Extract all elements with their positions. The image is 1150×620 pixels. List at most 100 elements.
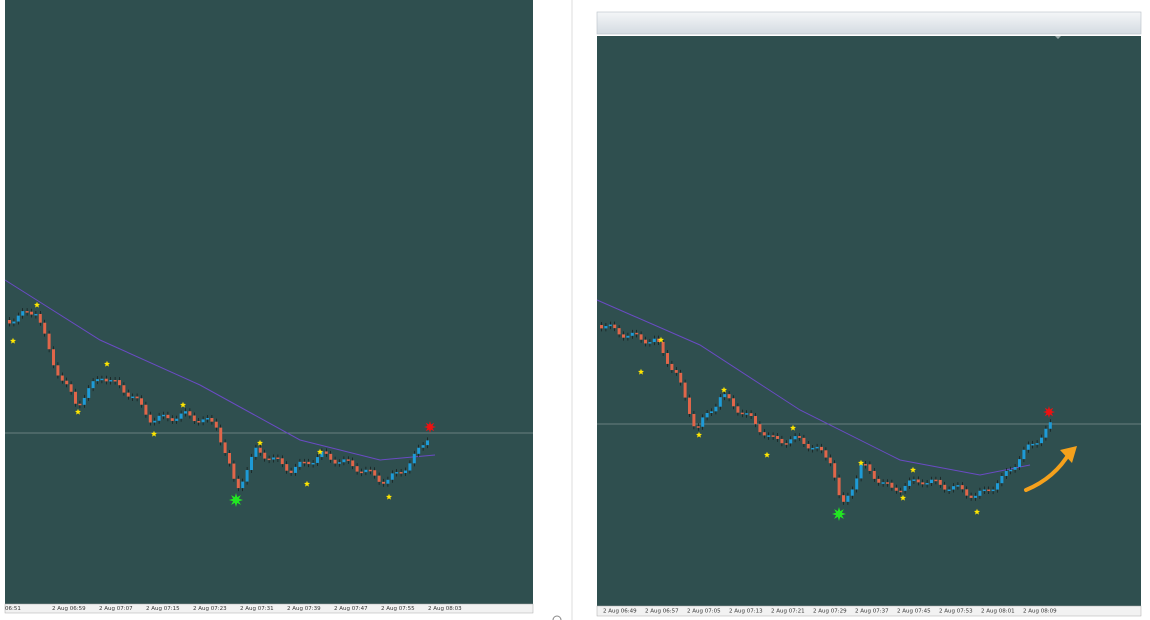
candle-body — [754, 415, 757, 425]
signal-marker — [75, 408, 81, 415]
candle-body — [960, 485, 964, 490]
time-label: 2 Aug 08:01 — [981, 609, 1015, 615]
candle-body — [996, 483, 999, 490]
candle-body — [91, 381, 95, 389]
candle-body — [930, 479, 933, 484]
candle-body — [153, 420, 157, 423]
candle-body — [872, 470, 876, 479]
candle-body — [368, 469, 372, 472]
candle-body — [78, 403, 82, 406]
candle-body — [987, 489, 991, 492]
candle-body — [688, 397, 691, 414]
candle-body — [87, 388, 91, 398]
candle-body — [232, 463, 236, 479]
candle-body — [806, 443, 810, 449]
candle-body — [390, 473, 394, 480]
candle-body — [228, 453, 231, 464]
candle-body — [982, 489, 986, 492]
candle-body — [421, 445, 425, 448]
candle-body — [236, 478, 240, 489]
candle-body — [1018, 459, 1021, 467]
candle-body — [122, 385, 126, 393]
candle-body — [197, 421, 201, 423]
moving-average — [4, 279, 436, 461]
candle-body — [1013, 466, 1017, 470]
signal-marker — [721, 386, 727, 393]
candle-body — [1031, 443, 1035, 446]
candle-body — [938, 479, 942, 485]
time-label: 2 Aug 06:57 — [645, 609, 679, 615]
time-label: 06:51 — [5, 606, 21, 612]
candle-body — [758, 424, 762, 433]
signal-marker — [180, 401, 186, 408]
candle-body — [395, 472, 399, 474]
candle-body — [118, 380, 121, 386]
candle-body — [613, 324, 617, 329]
candle-body — [214, 421, 218, 428]
candle-body — [740, 412, 744, 415]
signal-marker — [910, 466, 916, 473]
candle-body — [408, 463, 412, 471]
candle-body — [978, 490, 982, 496]
candle-body — [1009, 469, 1013, 472]
candle-body — [82, 397, 86, 405]
time-label: 2 Aug 08:09 — [1023, 609, 1057, 615]
candle-body — [771, 435, 775, 437]
candle-body — [302, 461, 306, 464]
candle-body — [692, 413, 696, 427]
candle-body — [727, 394, 731, 399]
right-chart-area — [597, 36, 1141, 606]
time-label: 2 Aug 06:49 — [603, 609, 637, 615]
candle-body — [868, 464, 872, 471]
signal-marker — [974, 508, 980, 515]
candle-body — [311, 462, 315, 465]
time-label: 2 Aug 07:47 — [334, 606, 368, 612]
candle-body — [969, 495, 973, 498]
signal-marker — [34, 301, 40, 308]
candle-body — [732, 398, 735, 407]
candle-body — [710, 411, 713, 414]
candle-body — [648, 342, 652, 344]
candle-body — [280, 458, 284, 465]
candle-body — [833, 463, 837, 478]
candle-body — [162, 414, 165, 417]
candle-body — [60, 375, 64, 381]
candle-body — [241, 481, 245, 489]
candle-body — [109, 380, 113, 382]
candle-body — [780, 438, 784, 444]
candle-body — [157, 415, 161, 421]
candle-body — [294, 466, 297, 473]
candle-body — [179, 413, 183, 419]
candle-body — [30, 311, 33, 315]
candle-body — [104, 378, 108, 382]
time-label: 2 Aug 07:07 — [99, 606, 133, 612]
candle-body — [622, 334, 625, 338]
candle-body — [404, 470, 407, 474]
candle-body — [324, 451, 328, 454]
candle-body — [820, 446, 823, 451]
candle-body — [1004, 470, 1008, 476]
candle-body — [679, 372, 683, 383]
candle-body — [12, 321, 16, 324]
candle-body — [815, 446, 819, 449]
signal-marker — [104, 360, 110, 367]
candle-body — [360, 471, 363, 474]
candle-body — [65, 380, 69, 385]
candle-body — [837, 477, 841, 496]
candle-body — [912, 479, 916, 481]
candle-body — [267, 458, 271, 461]
candle-body — [626, 335, 630, 338]
candle-body — [351, 460, 355, 467]
time-label: 2 Aug 07:29 — [813, 609, 847, 615]
signal-marker — [790, 424, 796, 431]
time-label: 2 Aug 07:39 — [287, 606, 321, 612]
candle-body — [386, 479, 390, 484]
candle-body — [43, 322, 47, 334]
candle-body — [412, 453, 416, 464]
signal-marker — [900, 494, 906, 501]
toolbar — [596, 11, 1142, 35]
candle-body — [373, 470, 377, 476]
trend-arrow-head — [1060, 446, 1077, 463]
candle-body — [1000, 475, 1004, 484]
